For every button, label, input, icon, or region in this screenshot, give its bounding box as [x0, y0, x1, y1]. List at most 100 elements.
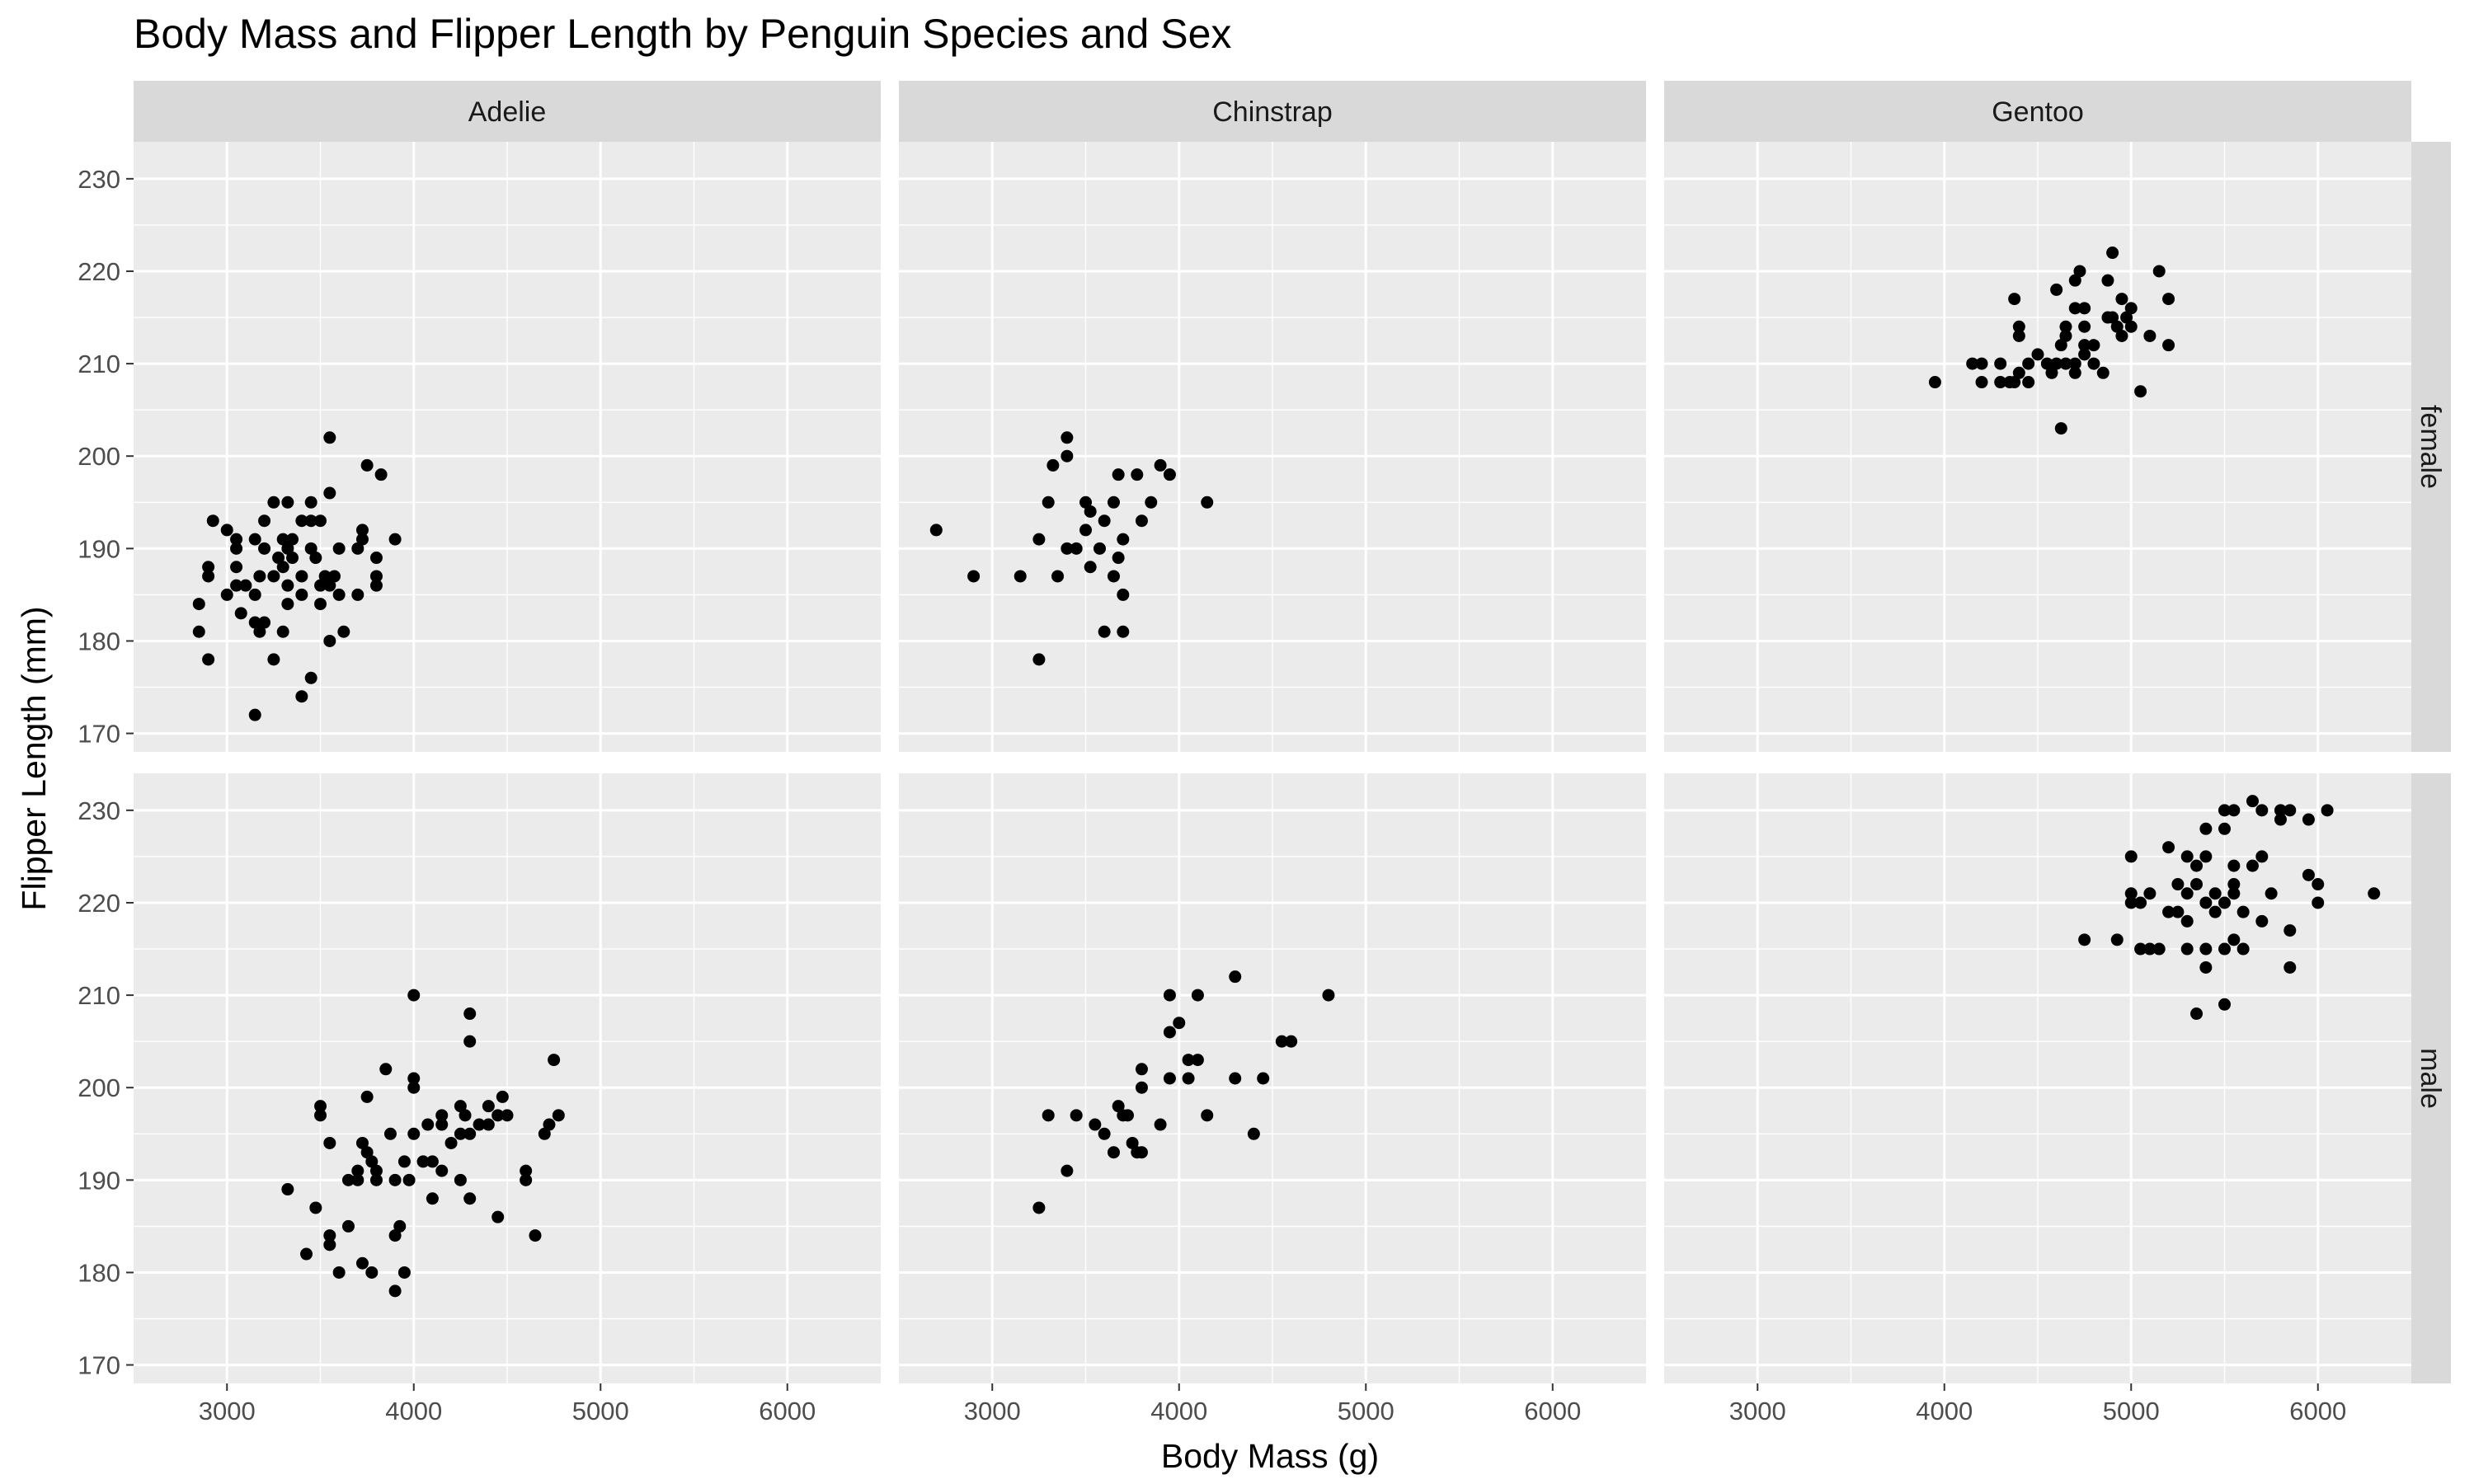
data-point: [407, 989, 421, 1002]
data-point: [393, 1219, 407, 1233]
data-point: [2180, 942, 2194, 956]
data-point: [1135, 514, 1148, 528]
data-point: [304, 671, 317, 684]
data-point: [1032, 653, 1046, 666]
y-tick-label: 210: [78, 981, 120, 1010]
y-tick-label: 200: [78, 1073, 120, 1102]
data-point: [416, 1155, 430, 1168]
data-point: [309, 552, 322, 565]
data-point: [332, 588, 346, 601]
data-point: [496, 1090, 509, 1103]
panel-chinstrap-female: [899, 142, 1646, 752]
data-point: [323, 1229, 336, 1242]
data-point: [1107, 495, 1120, 509]
data-point: [2078, 302, 2091, 315]
data-point: [1182, 1054, 1195, 1067]
data-point: [529, 1229, 542, 1242]
y-tick-label: 190: [78, 534, 120, 563]
y-axis-title: Flipper Length (mm): [15, 606, 53, 910]
points-adelie-female: [192, 431, 402, 721]
data-point: [360, 458, 374, 472]
data-point: [318, 570, 332, 583]
data-point: [2087, 339, 2100, 352]
data-point: [355, 533, 369, 546]
data-point: [2040, 357, 2053, 370]
data-point: [2068, 366, 2081, 379]
data-point: [369, 570, 383, 583]
data-point: [2008, 376, 2021, 389]
data-point: [341, 1173, 355, 1186]
data-point: [351, 588, 365, 601]
data-point: [230, 579, 243, 592]
panel-chinstrap-male: [899, 773, 1646, 1383]
data-point: [2012, 329, 2025, 342]
x-tick-label: 5000: [572, 1397, 629, 1425]
data-point: [323, 1136, 336, 1149]
data-point: [258, 616, 271, 629]
data-point: [351, 1164, 365, 1177]
data-point: [2068, 274, 2081, 287]
data-point: [1112, 1100, 1125, 1113]
data-point: [1070, 542, 1083, 555]
data-point: [482, 1100, 495, 1113]
data-point: [369, 552, 383, 565]
x-tick-label: 5000: [2103, 1397, 2160, 1425]
data-point: [2054, 339, 2067, 352]
y-tick-label: 170: [78, 720, 120, 749]
panel-adelie-female: [134, 142, 881, 752]
data-point: [2218, 998, 2231, 1011]
data-point: [2274, 813, 2287, 826]
data-point: [1191, 1054, 1204, 1067]
data-point: [1117, 533, 1130, 546]
data-point: [459, 1109, 472, 1122]
data-point: [1126, 1136, 1139, 1149]
data-point: [2265, 887, 2278, 900]
data-point: [314, 598, 327, 611]
y-tick-label: 230: [78, 165, 120, 194]
data-point: [2143, 942, 2157, 956]
points-chinstrap-male: [1032, 970, 1335, 1214]
data-point: [332, 542, 346, 555]
data-point: [397, 1266, 411, 1279]
data-point: [327, 570, 341, 583]
data-point: [1061, 542, 1074, 555]
data-point: [220, 588, 233, 601]
data-point: [1042, 1109, 1055, 1122]
data-point: [309, 1201, 322, 1214]
data-point: [1201, 1109, 1214, 1122]
data-point: [230, 542, 243, 555]
data-point: [538, 1127, 551, 1140]
data-point: [281, 579, 294, 592]
data-point: [2180, 850, 2194, 863]
data-point: [351, 1173, 365, 1186]
data-point: [421, 1118, 435, 1131]
data-point: [2073, 265, 2086, 278]
data-point: [258, 542, 271, 555]
data-point: [304, 495, 317, 509]
data-point: [314, 579, 327, 592]
data-point: [2236, 905, 2250, 918]
data-point: [2246, 859, 2259, 872]
data-point: [2078, 348, 2091, 361]
data-point: [332, 1266, 346, 1279]
data-point: [388, 1229, 402, 1242]
data-point: [492, 1210, 505, 1223]
points-gentoo-female: [1928, 247, 2175, 435]
data-point: [1163, 1026, 1176, 1039]
points-gentoo-male: [2078, 795, 2381, 1021]
data-point: [286, 533, 299, 546]
data-point: [337, 625, 350, 638]
data-point: [323, 579, 336, 592]
data-point: [1163, 468, 1176, 481]
data-point: [2171, 905, 2185, 918]
data-point: [2152, 265, 2166, 278]
data-point: [1285, 1035, 1298, 1048]
data-point: [2045, 366, 2058, 379]
data-point: [1154, 458, 1167, 472]
data-point: [2115, 329, 2128, 342]
data-point: [1994, 357, 2007, 370]
data-point: [258, 514, 271, 528]
data-point: [2106, 247, 2119, 260]
data-point: [402, 1173, 416, 1186]
x-tick-label: 6000: [2289, 1397, 2346, 1425]
